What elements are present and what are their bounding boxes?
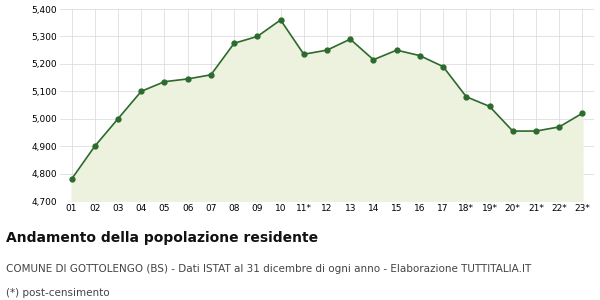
Text: Andamento della popolazione residente: Andamento della popolazione residente bbox=[6, 231, 318, 245]
Text: (*) post-censimento: (*) post-censimento bbox=[6, 288, 110, 298]
Text: COMUNE DI GOTTOLENGO (BS) - Dati ISTAT al 31 dicembre di ogni anno - Elaborazion: COMUNE DI GOTTOLENGO (BS) - Dati ISTAT a… bbox=[6, 264, 531, 274]
